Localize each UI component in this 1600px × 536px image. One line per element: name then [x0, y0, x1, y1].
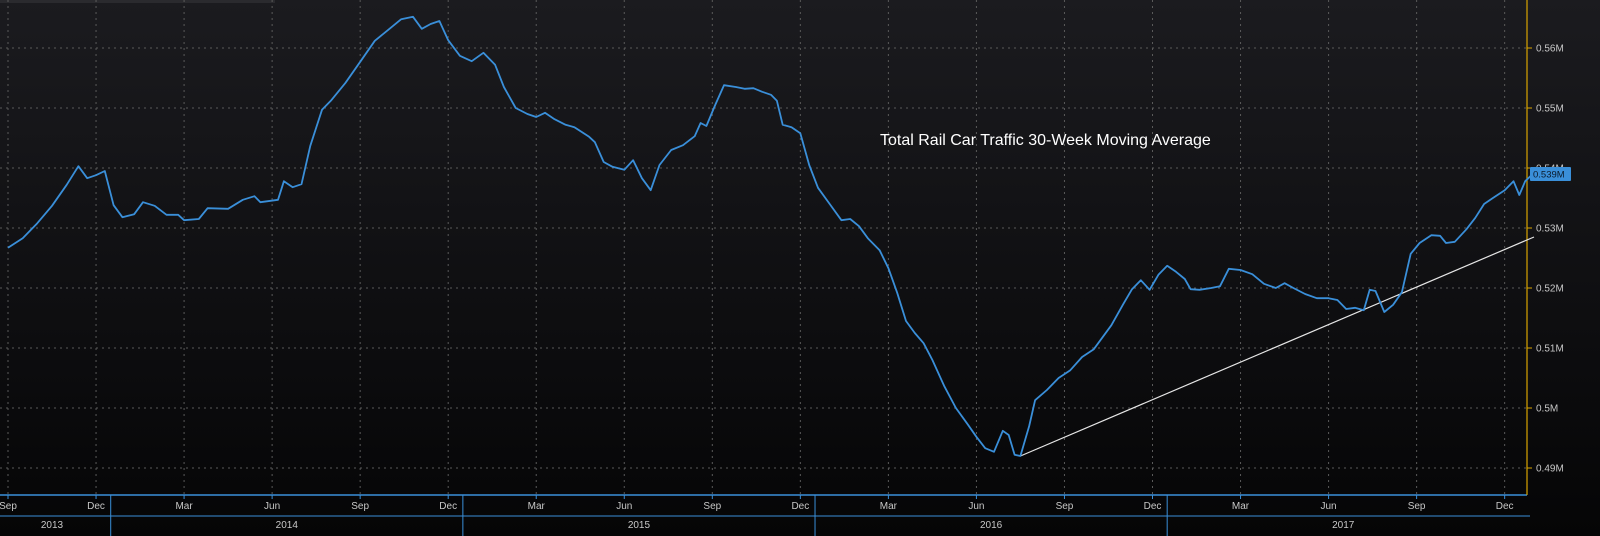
x-tick-label: Mar: [1232, 501, 1250, 512]
y-tick-label: 0.49M: [1536, 464, 1564, 475]
x-tick-label: Mar: [175, 501, 193, 512]
x-year-label: 2017: [1332, 520, 1355, 531]
chart-title: Total Rail Car Traffic 30-Week Moving Av…: [880, 132, 1211, 149]
y-tick-label: 0.5M: [1536, 404, 1558, 415]
x-tick-label: Dec: [791, 501, 809, 512]
series-layer: [7, 15, 1535, 457]
last-value-label: 0.539M: [1533, 170, 1565, 181]
x-tick-label: Dec: [439, 501, 457, 512]
x-year-label: 2013: [41, 520, 64, 531]
x-tick-label: Dec: [1496, 501, 1514, 512]
x-tick-label: Sep: [0, 501, 17, 512]
series-line: [7, 15, 1535, 457]
x-tick-label: Sep: [351, 501, 369, 512]
x-tick-label: Sep: [1056, 501, 1074, 512]
x-tick-label: Jun: [1321, 501, 1337, 512]
x-tick-label: Jun: [616, 501, 632, 512]
y-tick-label: 0.52M: [1536, 284, 1564, 295]
x-year-label: 2014: [276, 520, 299, 531]
trendline-layer: [1020, 236, 1535, 457]
x-tick-label: Jun: [968, 501, 984, 512]
top-left-bar: [0, 0, 275, 3]
y-tick-label: 0.51M: [1536, 344, 1564, 355]
x-tick-label: Sep: [703, 501, 721, 512]
x-year-label: 2016: [980, 520, 1003, 531]
y-tick-label: 0.55M: [1536, 104, 1564, 115]
x-tick-label: Sep: [1408, 501, 1426, 512]
trendline: [1020, 236, 1535, 457]
y-tick-label: 0.53M: [1536, 224, 1564, 235]
y-tick-label: 0.56M: [1536, 44, 1564, 55]
last-value-badge: [1530, 167, 1571, 181]
last-value-layer: 0.539M: [1530, 167, 1571, 181]
x-tick-label: Mar: [880, 501, 898, 512]
x-tick-label: Dec: [87, 501, 105, 512]
axes: 0.49M0.5M0.51M0.52M0.53M0.54M0.55M0.56MS…: [0, 0, 1564, 536]
x-tick-label: Dec: [1144, 501, 1162, 512]
x-tick-label: Mar: [528, 501, 546, 512]
x-year-label: 2015: [628, 520, 651, 531]
x-tick-label: Jun: [264, 501, 280, 512]
